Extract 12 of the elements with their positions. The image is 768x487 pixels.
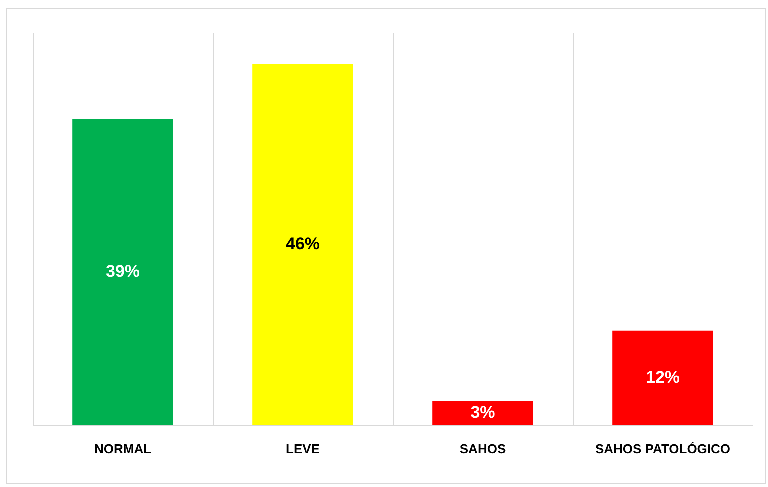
data-label: 39% bbox=[106, 262, 140, 282]
x-tick-label: NORMAL bbox=[94, 442, 152, 456]
bar bbox=[432, 401, 534, 425]
bar bbox=[72, 119, 174, 425]
bar bbox=[612, 330, 714, 425]
x-tick-label: LEVE bbox=[286, 442, 320, 456]
x-tick-label: SAHOS bbox=[460, 442, 506, 456]
data-label: 3% bbox=[470, 403, 496, 422]
x-tick-label: SAHOS PATOLÓGICO bbox=[595, 442, 731, 456]
bar bbox=[252, 64, 354, 425]
data-label: 12% bbox=[646, 368, 680, 387]
data-label: 46% bbox=[286, 234, 320, 254]
